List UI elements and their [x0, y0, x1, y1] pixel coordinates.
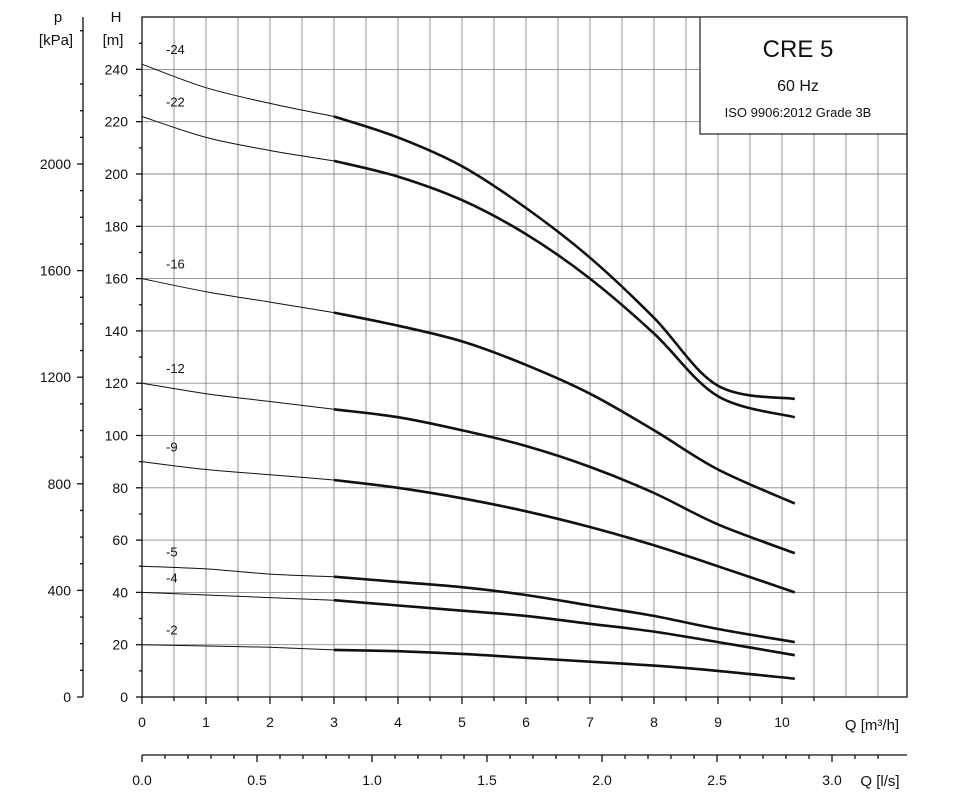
q-ls-tick-label: 3.0 — [822, 772, 842, 788]
curve--12 — [333, 408, 796, 555]
chart-subtitle: 60 Hz — [777, 78, 819, 95]
title-box-frame — [699, 16, 908, 135]
curve-label: -5 — [166, 544, 178, 559]
q-ls-tick-label: 1.5 — [477, 772, 497, 788]
curve-label: -24 — [166, 42, 185, 57]
q-ls-tick-label: 2.5 — [707, 772, 727, 788]
curve--2-low-flow — [141, 644, 335, 651]
grid-lines — [142, 16, 907, 697]
performance-curves — [141, 63, 796, 680]
q-m3h-tick-label: 7 — [586, 714, 594, 730]
curve-label: -22 — [166, 94, 185, 109]
curve-label: -16 — [166, 257, 185, 272]
q-m3h-tick-label: 8 — [650, 714, 658, 730]
h-axis-tick-label: 20 — [112, 637, 128, 653]
q-m3h-tick-label: 2 — [266, 714, 274, 730]
p-axis-unit: [kPa] — [39, 32, 73, 49]
tick-labels: 0204060801001201401601802002202400400800… — [40, 42, 842, 788]
q-m3h-tick-label: 0 — [138, 714, 146, 730]
p-axis-tick-label: 1600 — [40, 263, 71, 279]
q-m3h-tick-label: 5 — [458, 714, 466, 730]
curve--9 — [333, 478, 796, 594]
h-axis-unit: [m] — [103, 32, 124, 49]
curve--16 — [333, 311, 796, 505]
q-ls-axis-label: Q [l/s] — [860, 773, 899, 790]
q-ls-tick-label: 1.0 — [362, 772, 382, 788]
chart-title: CRE 5 — [763, 36, 834, 63]
curve--24-low-flow — [141, 63, 335, 117]
h-axis-tick-label: 220 — [105, 114, 129, 130]
q-m3h-tick-label: 10 — [774, 714, 790, 730]
p-axis-tick-label: 1200 — [40, 369, 71, 385]
h-axis-tick-label: 120 — [105, 375, 129, 391]
curve--22 — [333, 159, 796, 419]
p-axis-tick-label: 800 — [48, 476, 72, 492]
h-axis-tick-label: 200 — [105, 166, 129, 182]
chart-standard-note: ISO 9906:2012 Grade 3B — [725, 105, 872, 120]
curve-label: -12 — [166, 361, 185, 376]
title-box: CRE 5 60 Hz ISO 9906:2012 Grade 3B — [699, 16, 908, 135]
curve--4 — [333, 598, 796, 657]
curve-label: -2 — [166, 623, 178, 638]
q-ls-tick-label: 0.0 — [132, 772, 152, 788]
q-ls-tick-label: 0.5 — [247, 772, 267, 788]
curve--22-low-flow — [141, 116, 335, 162]
q-m3h-tick-label: 6 — [522, 714, 530, 730]
h-axis-tick-label: 100 — [105, 428, 129, 444]
curve--5 — [333, 575, 796, 644]
axes — [77, 16, 908, 762]
curve--4-low-flow — [141, 591, 335, 601]
q-m3h-axis-label: Q [m³/h] — [845, 717, 899, 734]
curve--12-low-flow — [141, 382, 335, 410]
curve-label: -9 — [166, 440, 178, 455]
q-m3h-tick-label: 4 — [394, 714, 402, 730]
curve--2 — [333, 648, 795, 680]
h-axis-tick-label: 0 — [120, 689, 128, 705]
q-ls-tick-label: 2.0 — [592, 772, 612, 788]
curve-label: -4 — [166, 570, 178, 585]
h-axis-tick-label: 60 — [112, 532, 128, 548]
h-axis-tick-label: 180 — [105, 218, 129, 234]
q-m3h-tick-label: 1 — [202, 714, 210, 730]
curve--24 — [333, 115, 796, 401]
h-axis-tick-label: 80 — [112, 480, 128, 496]
h-axis-tick-label: 240 — [105, 61, 129, 77]
h-axis-symbol: H — [111, 9, 122, 26]
h-axis-tick-label: 40 — [112, 584, 128, 600]
curve--9-low-flow — [141, 461, 335, 481]
p-axis-tick-label: 2000 — [40, 156, 71, 172]
h-axis-tick-label: 140 — [105, 323, 129, 339]
h-axis-tick-label: 160 — [105, 271, 129, 287]
q-m3h-tick-label: 3 — [330, 714, 338, 730]
curve--5-low-flow — [141, 565, 335, 578]
q-m3h-tick-label: 9 — [714, 714, 722, 730]
curve--16-low-flow — [141, 278, 335, 314]
p-axis-tick-label: 0 — [63, 689, 71, 705]
p-axis-symbol: p — [54, 9, 62, 26]
p-axis-tick-label: 400 — [48, 582, 72, 598]
